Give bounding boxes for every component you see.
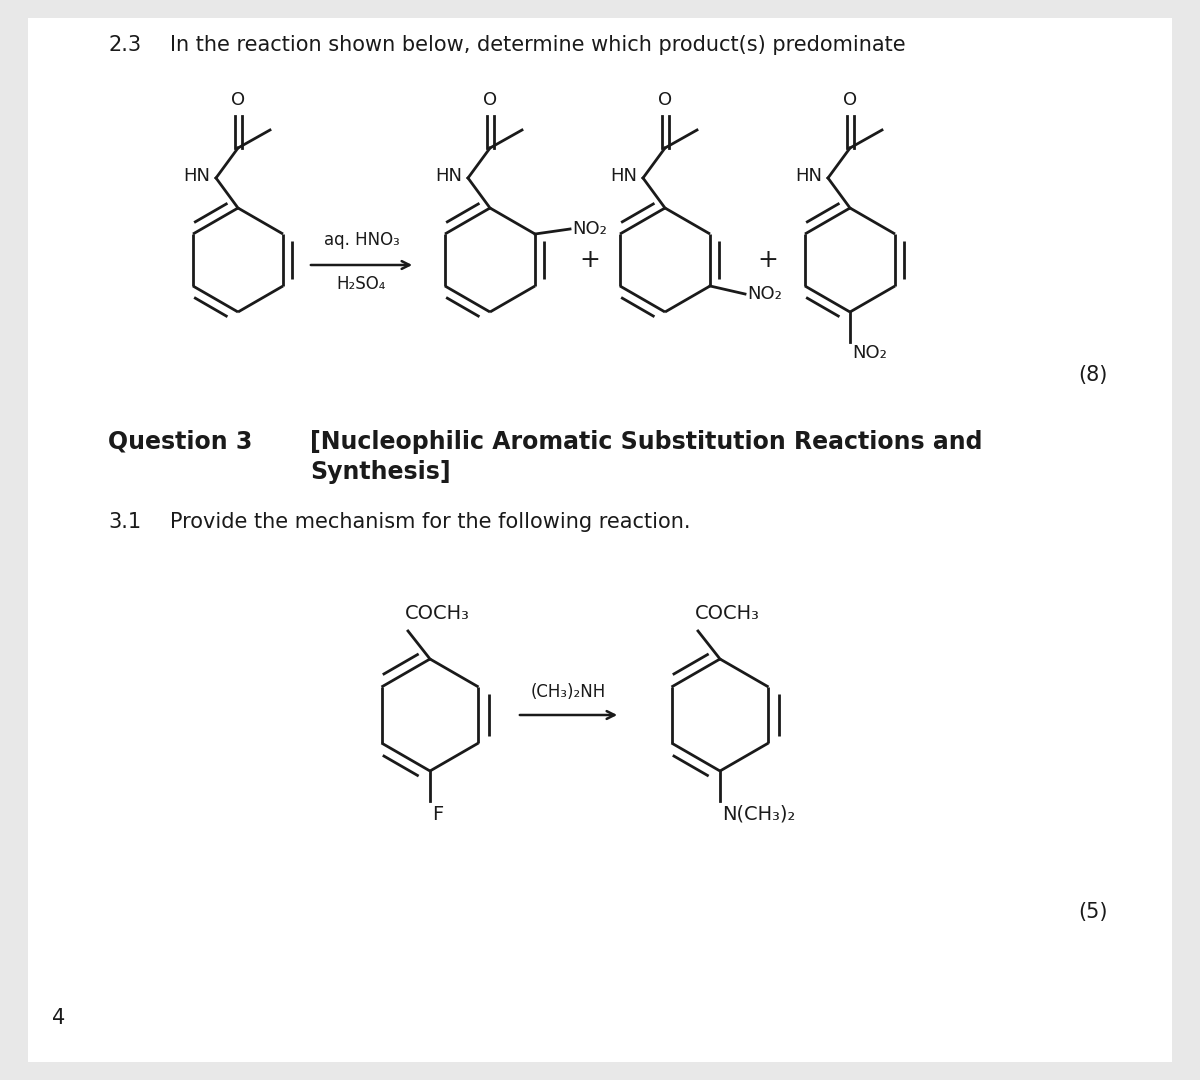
Text: aq. HNO₃: aq. HNO₃	[324, 231, 400, 249]
Text: (8): (8)	[1078, 365, 1108, 384]
Text: Provide the mechanism for the following reaction.: Provide the mechanism for the following …	[170, 512, 690, 532]
Text: COCH₃: COCH₃	[695, 604, 760, 623]
Text: (5): (5)	[1078, 902, 1108, 922]
Text: +: +	[757, 248, 779, 272]
Text: HN: HN	[182, 167, 210, 185]
Text: +: +	[580, 248, 600, 272]
Text: NO₂: NO₂	[748, 285, 782, 303]
Text: NO₂: NO₂	[572, 220, 607, 238]
FancyBboxPatch shape	[28, 18, 1172, 1062]
Text: F: F	[432, 805, 443, 824]
Text: O: O	[658, 91, 672, 109]
Text: 3.1: 3.1	[108, 512, 142, 532]
Text: O: O	[482, 91, 497, 109]
Text: 2.3: 2.3	[108, 35, 142, 55]
Text: (CH₃)₂NH: (CH₃)₂NH	[530, 683, 606, 701]
Text: [Nucleophilic Aromatic Substitution Reactions and: [Nucleophilic Aromatic Substitution Reac…	[310, 430, 983, 454]
Text: In the reaction shown below, determine which product(s) predominate: In the reaction shown below, determine w…	[170, 35, 906, 55]
Text: N(CH₃)₂: N(CH₃)₂	[722, 805, 796, 824]
Text: HN: HN	[796, 167, 822, 185]
Text: H₂SO₄: H₂SO₄	[337, 275, 386, 293]
Text: HN: HN	[436, 167, 462, 185]
Text: HN: HN	[610, 167, 637, 185]
Text: O: O	[230, 91, 245, 109]
Text: 4: 4	[52, 1008, 65, 1028]
Text: Question 3: Question 3	[108, 430, 252, 454]
Text: COCH₃: COCH₃	[406, 604, 470, 623]
Text: NO₂: NO₂	[852, 345, 887, 362]
Text: O: O	[842, 91, 857, 109]
Text: Synthesis]: Synthesis]	[310, 460, 451, 484]
